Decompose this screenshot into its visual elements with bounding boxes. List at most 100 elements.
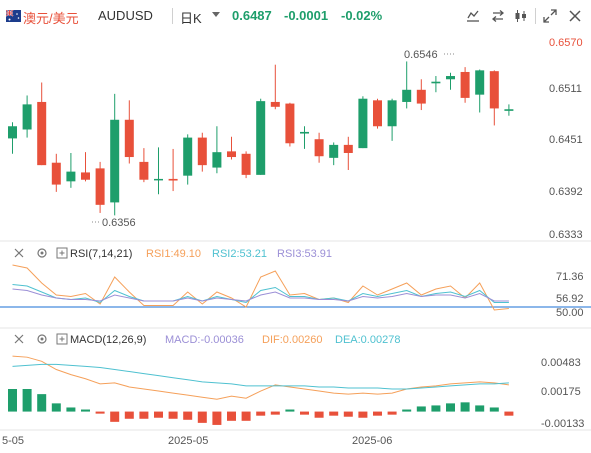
y-tick-label: 0.6570	[549, 37, 583, 49]
candle-body	[168, 178, 178, 181]
candle-body	[241, 153, 251, 175]
x-tick-label: 2025-05	[168, 435, 208, 447]
rsi3-line	[12, 288, 509, 302]
candle	[373, 98, 382, 129]
candle	[139, 148, 149, 183]
candle	[124, 100, 134, 164]
period-selector[interactable]: 日K	[180, 11, 202, 26]
candle-body	[270, 101, 280, 107]
candle	[51, 153, 61, 192]
candle	[168, 148, 178, 192]
candle	[446, 72, 455, 90]
candle-body	[314, 139, 324, 157]
rsi1-line	[12, 264, 509, 311]
rsi-tick-label: 56.92	[556, 293, 584, 305]
macd-histogram-bar	[446, 403, 455, 412]
price-change-percent: -0.02%	[341, 8, 383, 23]
fullscreen-icon[interactable]	[543, 9, 557, 23]
candle-body	[431, 81, 441, 84]
candles-layer	[8, 61, 514, 216]
candle	[8, 122, 17, 154]
candle	[489, 70, 499, 126]
candle-body	[402, 89, 412, 102]
macd-tick-label: 0.00483	[541, 357, 581, 369]
expand-icon[interactable]	[56, 247, 68, 259]
macd-histogram-bar	[270, 411, 280, 415]
macd-histogram-bar	[314, 411, 324, 418]
macd-histogram-bar	[431, 405, 441, 412]
macd-histogram-bar	[95, 411, 105, 414]
macd-histogram-bar	[504, 411, 514, 416]
macd-histogram-bar	[475, 405, 485, 412]
au-flag-icon	[6, 10, 21, 22]
candle	[37, 82, 47, 166]
candle-style-icon[interactable]	[514, 9, 528, 23]
compare-icon[interactable]	[491, 9, 505, 23]
macd-histogram-bar	[373, 411, 382, 416]
y-tick-label: 0.6392	[549, 186, 583, 198]
macd-histogram-bar	[8, 389, 17, 412]
candle	[197, 132, 207, 172]
macd-tick-label: -0.00133	[541, 418, 584, 430]
macd-histogram-bar	[124, 411, 134, 419]
expand-icon[interactable]	[56, 333, 68, 345]
macd-histogram-bar	[154, 411, 163, 418]
macd-histogram-bar	[343, 411, 353, 417]
macd-dif-value: DIF:0.00260	[262, 334, 323, 346]
candle-body	[110, 119, 120, 203]
chevron-down-icon[interactable]	[212, 12, 220, 17]
candle-body	[300, 131, 309, 134]
candle	[416, 79, 426, 111]
candle	[241, 151, 251, 179]
header-divider	[172, 8, 173, 24]
macd-histogram-bar	[81, 409, 90, 412]
candle	[460, 67, 470, 103]
gear-icon[interactable]	[37, 248, 47, 258]
chart-header: 澳元/美元 AUDUSD 日K 0.6487 -0.0001 -0.02%	[0, 0, 591, 32]
macd-histogram-bar	[139, 411, 149, 419]
toolbar-divider	[535, 8, 536, 24]
gear-icon-center	[40, 337, 44, 341]
candle-body	[8, 126, 17, 139]
macd-dea-line	[12, 363, 509, 390]
pair-name: 澳元/美元	[23, 11, 79, 26]
kline-chart[interactable]: 0.6570 0.6511 0.6451 0.6392 0.6333 0.654…	[0, 32, 591, 453]
macd-value: MACD:-0.00036	[165, 334, 244, 346]
expand-icon-plus	[59, 250, 65, 256]
macd-histogram-bar	[66, 407, 76, 412]
macd-histogram-bar	[358, 411, 368, 418]
candle-body	[139, 161, 149, 180]
draw-tool-icon[interactable]	[466, 9, 480, 23]
candle	[387, 98, 397, 141]
candle-body	[416, 89, 426, 104]
candle	[504, 104, 514, 116]
macd-histogram-bar	[402, 409, 412, 412]
candle-body	[504, 109, 514, 111]
candle-body	[489, 71, 499, 109]
macd-histogram-bar	[212, 411, 222, 425]
price-change: -0.0001	[284, 8, 329, 23]
close-icon[interactable]	[14, 334, 24, 344]
y-tick-label: 0.6333	[549, 229, 583, 241]
macd-indicator-label: MACD(12,26,9)	[70, 334, 146, 346]
candle-body	[154, 178, 163, 181]
x-tick-label: 5-05	[2, 435, 24, 447]
rsi3-value: RSI3:53.91	[277, 248, 332, 260]
macd-histogram-bar	[110, 411, 120, 422]
candle	[183, 134, 193, 185]
candle-body	[95, 168, 105, 205]
candle	[285, 102, 295, 147]
candle	[358, 96, 368, 149]
candle	[475, 69, 485, 113]
macd-histogram-bar	[51, 403, 61, 412]
candle-body	[373, 100, 382, 127]
macd-histogram-bar	[227, 411, 236, 421]
macd-histogram-bar	[387, 411, 397, 415]
close-icon[interactable]	[568, 9, 582, 23]
candle	[154, 147, 163, 195]
macd-layer	[8, 355, 514, 425]
gear-icon[interactable]	[37, 334, 47, 344]
macd-histogram-bar	[300, 411, 309, 415]
macd-dea-value: DEA:0.00278	[335, 334, 400, 346]
close-icon[interactable]	[14, 248, 24, 258]
